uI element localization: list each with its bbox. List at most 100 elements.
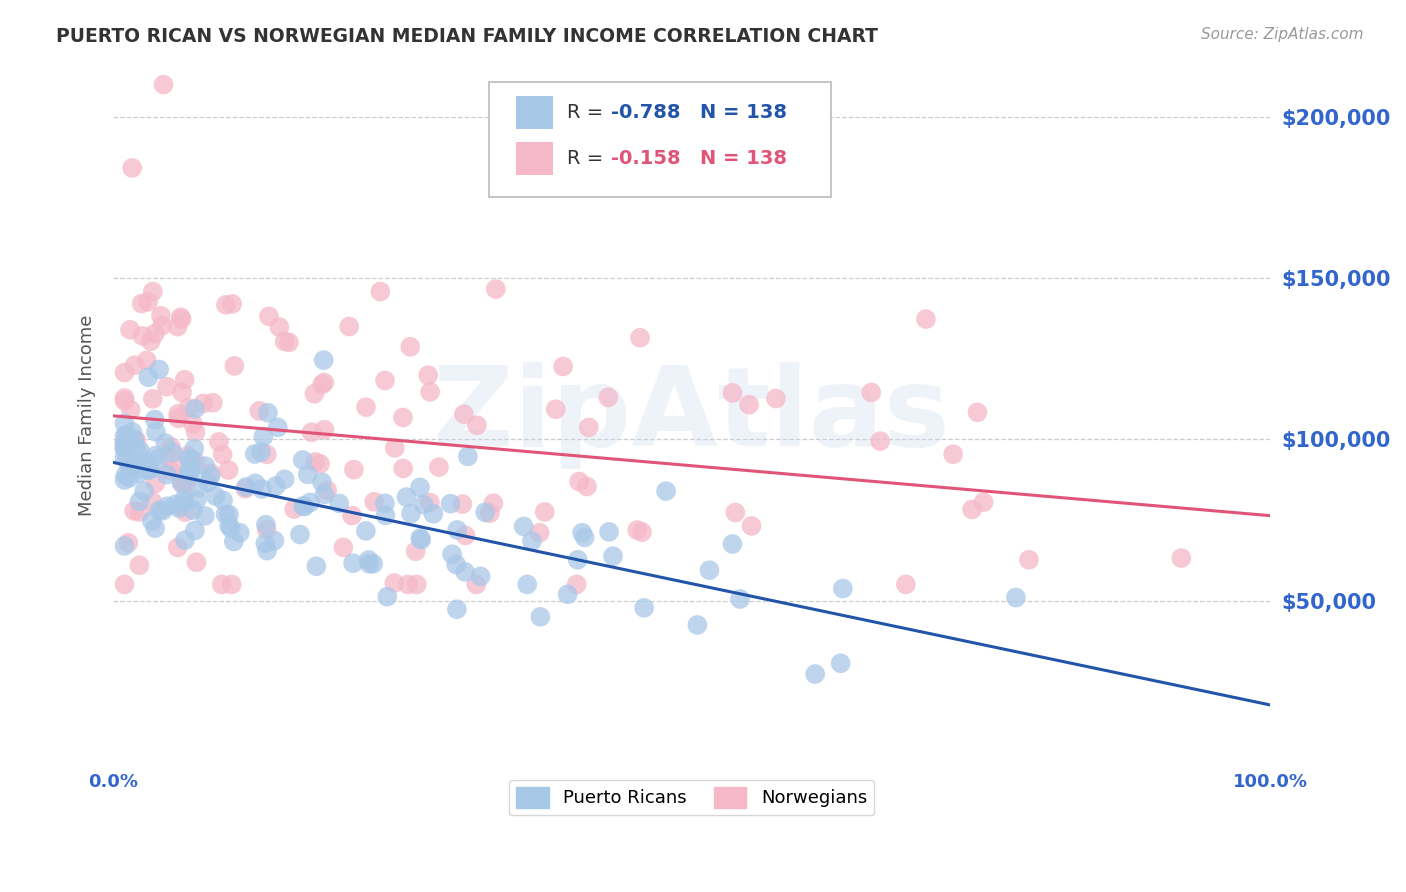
Point: [170, 476, 193, 491]
Point: [150, 318, 173, 333]
Point: [359, 557, 381, 571]
Point: [274, 334, 297, 349]
Point: [269, 320, 291, 334]
Point: [156, 467, 179, 482]
Point: [343, 462, 366, 476]
Point: [254, 536, 277, 550]
Point: [305, 559, 328, 574]
Point: [278, 335, 301, 350]
Point: [337, 319, 360, 334]
Point: [311, 475, 333, 490]
Point: [370, 285, 392, 299]
Point: [374, 374, 396, 388]
Point: [143, 412, 166, 426]
Point: [145, 425, 167, 439]
Point: [721, 537, 744, 551]
Point: [167, 411, 190, 425]
Text: R =: R =: [567, 149, 609, 169]
Point: [256, 447, 278, 461]
FancyBboxPatch shape: [516, 142, 553, 176]
Point: [127, 455, 149, 469]
Point: [453, 407, 475, 421]
Point: [114, 428, 136, 442]
Point: [219, 521, 242, 535]
Point: [114, 450, 136, 465]
Point: [267, 420, 290, 434]
Point: [598, 524, 620, 539]
Point: [180, 466, 202, 480]
Point: [125, 443, 148, 458]
Point: [166, 541, 188, 555]
Point: [405, 577, 427, 591]
Point: [409, 531, 432, 545]
Point: [159, 464, 181, 478]
Point: [114, 539, 136, 553]
Point: [120, 323, 142, 337]
Point: [316, 483, 339, 498]
Point: [160, 440, 183, 454]
Point: [129, 443, 152, 458]
Point: [218, 508, 240, 522]
Point: [765, 392, 787, 406]
Point: [292, 499, 315, 513]
Point: [122, 504, 145, 518]
Point: [170, 475, 193, 490]
Point: [149, 309, 172, 323]
Point: [120, 460, 142, 475]
Point: [314, 487, 336, 501]
Point: [516, 577, 538, 591]
Point: [446, 523, 468, 537]
Point: [128, 467, 150, 481]
Point: [152, 504, 174, 518]
Point: [363, 495, 385, 509]
Point: [224, 359, 246, 373]
Point: [553, 359, 575, 374]
Point: [214, 508, 236, 522]
Point: [176, 475, 198, 490]
Point: [114, 366, 136, 380]
Point: [173, 491, 195, 506]
Point: [180, 463, 202, 477]
Point: [520, 534, 543, 549]
Point: [136, 463, 159, 477]
Point: [419, 495, 441, 509]
Point: [454, 565, 477, 579]
Point: [354, 524, 377, 538]
Point: [297, 467, 319, 482]
Point: [741, 519, 763, 533]
Point: [294, 500, 316, 514]
Point: [184, 425, 207, 439]
Point: [699, 563, 721, 577]
Point: [134, 484, 156, 499]
Point: [136, 370, 159, 384]
Point: [114, 417, 136, 431]
Point: [141, 494, 163, 508]
Point: [465, 577, 488, 591]
Point: [139, 334, 162, 349]
Point: [412, 498, 434, 512]
Point: [631, 525, 654, 540]
Point: [273, 472, 295, 486]
Point: [114, 434, 136, 449]
Point: [114, 441, 136, 455]
Point: [529, 525, 551, 540]
Point: [208, 434, 231, 449]
Legend: Puerto Ricans, Norwegians: Puerto Ricans, Norwegians: [509, 780, 875, 815]
Point: [304, 386, 326, 401]
Point: [174, 505, 197, 519]
Point: [441, 547, 464, 561]
Point: [299, 495, 322, 509]
Point: [869, 434, 891, 448]
Point: [312, 353, 335, 368]
Point: [567, 553, 589, 567]
Point: [156, 500, 179, 514]
Point: [162, 445, 184, 459]
Point: [218, 463, 240, 477]
Point: [252, 429, 274, 443]
Point: [177, 401, 200, 415]
Point: [245, 476, 267, 491]
Point: [170, 312, 193, 326]
Point: [131, 296, 153, 310]
Point: [139, 459, 162, 474]
Point: [894, 577, 917, 591]
